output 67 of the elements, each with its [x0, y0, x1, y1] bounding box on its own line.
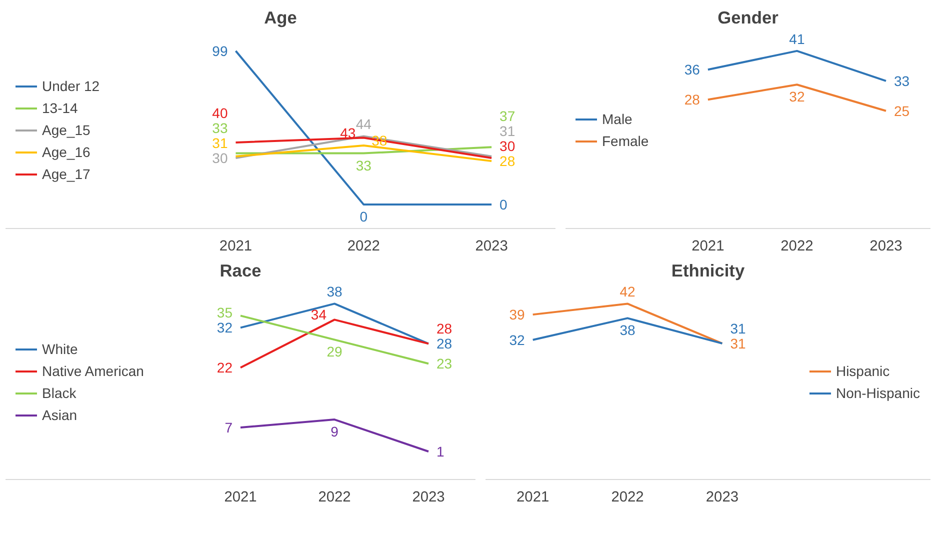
legend-label: Male: [602, 111, 632, 127]
data-label: 9: [330, 424, 339, 440]
data-label: 40: [212, 104, 228, 121]
legend-label: Age_17: [42, 166, 90, 182]
x-tick-label: 2023: [706, 490, 739, 506]
data-label: 28: [436, 320, 452, 337]
legend-label: 13-14: [42, 100, 78, 116]
chart-title: Ethnicity: [671, 260, 745, 280]
legend-label: Age_16: [42, 144, 90, 160]
data-label: 30: [212, 150, 228, 166]
data-label: 37: [500, 108, 516, 124]
data-label: 44: [356, 116, 372, 132]
data-label: 33: [894, 72, 910, 89]
legend-label: Non-Hispanic: [836, 385, 920, 401]
data-label: 38: [326, 284, 342, 300]
legend-label: Under 12: [42, 78, 100, 94]
chart-title: Gender: [718, 8, 779, 28]
data-label: 29: [326, 344, 342, 360]
x-tick-label: 2023: [412, 490, 445, 506]
data-label: 30: [500, 138, 516, 154]
x-tick-label: 2023: [870, 238, 902, 254]
x-tick-label: 2021: [516, 490, 550, 506]
data-label: 31: [500, 123, 516, 140]
data-label: 33: [356, 157, 372, 174]
data-label: 31: [730, 320, 746, 336]
chart-title: Race: [220, 260, 262, 280]
data-label: 38: [620, 322, 636, 338]
data-label: 32: [216, 320, 233, 336]
data-label: 32: [509, 332, 526, 348]
data-label: 36: [684, 62, 700, 78]
x-tick-label: 2021: [219, 238, 252, 254]
data-label: 99: [212, 42, 228, 59]
x-tick-label: 2022: [347, 238, 380, 254]
legend-label: Black: [42, 385, 76, 401]
legend-label: Hispanic: [836, 363, 890, 379]
legend-label: White: [42, 341, 78, 357]
data-label: 35: [216, 304, 233, 321]
data-label: 39: [509, 306, 526, 323]
data-label: 32: [789, 88, 805, 105]
x-tick-label: 2022: [318, 490, 351, 506]
data-label: 28: [684, 92, 700, 108]
legend-label: Female: [602, 133, 649, 149]
data-label: 28: [500, 153, 516, 170]
data-label: 1: [436, 444, 444, 460]
x-tick-label: 2021: [224, 490, 257, 506]
data-label: 34: [310, 306, 327, 323]
legend-label: Age_15: [42, 122, 90, 138]
data-label: 31: [212, 134, 228, 151]
data-label: 43: [340, 124, 356, 141]
data-label: 31: [730, 335, 746, 352]
legend-label: Asian: [42, 407, 78, 423]
data-label: 0: [360, 208, 368, 224]
x-tick-label: 2021: [692, 238, 724, 254]
data-label: 23: [436, 356, 452, 372]
data-label: 33: [212, 120, 228, 136]
data-label: 42: [620, 284, 636, 300]
x-tick-label: 2022: [780, 238, 814, 254]
x-tick-label: 2022: [611, 490, 644, 506]
x-tick-label: 2023: [475, 238, 508, 254]
data-label: 41: [789, 30, 805, 47]
chart-title: Age: [264, 8, 298, 28]
data-label: 0: [500, 196, 508, 212]
data-label: 28: [436, 336, 452, 352]
data-label: 22: [216, 360, 233, 376]
data-label: 25: [894, 102, 910, 119]
data-label: 7: [224, 420, 233, 436]
legend-label: Native American: [42, 363, 144, 379]
